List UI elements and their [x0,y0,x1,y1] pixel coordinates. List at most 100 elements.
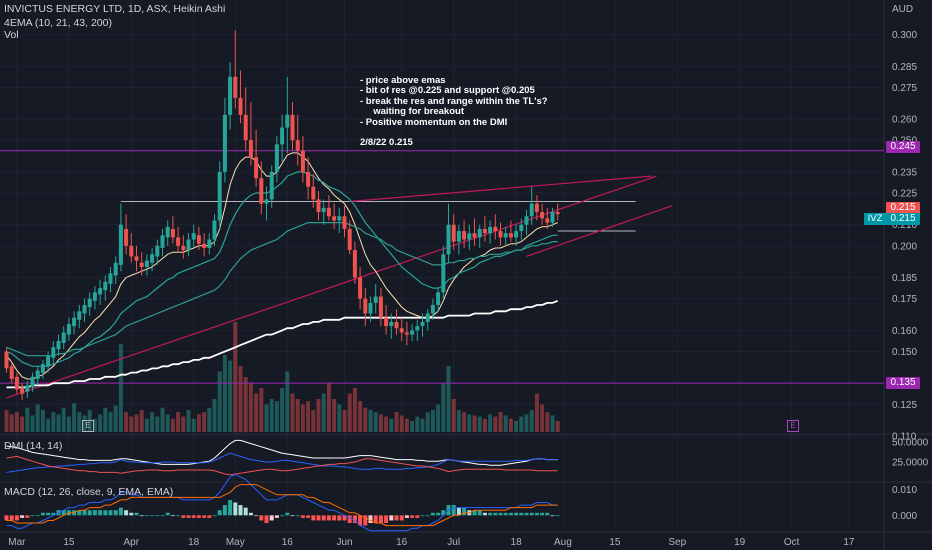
ema-indicator-label[interactable]: 4EMA (10, 21, 43, 200) [4,17,112,29]
volume-bar [399,415,404,432]
volume-bar [550,415,555,432]
macd-hist-bar [300,515,305,518]
macd-hist-bar [482,512,487,516]
macd-hist-bar [150,515,155,517]
candle-body [98,288,103,295]
volume-bar [248,382,253,432]
volume-bar [77,412,82,432]
candle-body [280,127,285,145]
macd-hist-bar [311,515,316,521]
candle-body [430,305,435,314]
macd-hist-bar [46,512,51,516]
candle-body [259,178,264,204]
candle-body [181,245,186,251]
macd-hist-bar [456,507,461,516]
macd-hist-bar [248,512,253,516]
volume-bar [337,404,342,432]
candle-body [404,332,409,335]
macd-hist-bar [410,515,415,518]
candle-body [66,324,71,335]
macd-hist-bar [555,515,560,517]
price-tick-label: 0.160 [892,326,917,337]
macd-hist-bar [92,510,97,516]
volume-bar [430,410,435,432]
volume-bar [61,407,66,432]
volume-bar [555,421,560,432]
volume-bar [46,418,51,432]
candle-body [56,340,61,350]
macd-hist-bar [545,512,550,516]
macd-hist-bar [9,515,14,521]
volume-bar [347,393,352,432]
candle-body [321,207,326,213]
volume-bar [233,322,238,432]
macd-hist-bar [82,510,87,516]
volume-bar [436,404,441,432]
volume-bar [524,414,529,432]
macd-hist-bar [61,510,66,516]
price-tick-label: 0.200 [892,241,917,252]
candle-body [436,292,441,306]
volume-bar [467,414,472,432]
candle-body [519,224,524,232]
ema-line-ema21 [6,171,558,367]
volume-bar [264,404,269,432]
candle-body [373,296,378,303]
candle-body [415,326,420,331]
macd-hist-bar [373,515,378,524]
volume-indicator-label[interactable]: Vol [4,29,19,41]
earnings-marker-future-icon[interactable]: E [787,420,799,432]
volume-bar [66,416,71,432]
volume-bar [404,418,409,432]
volume-bar [358,401,363,432]
candle-body [290,114,295,141]
volume-bar [165,414,170,432]
volume-bar [155,416,160,432]
volume-bar [493,416,498,432]
macd-hist-bar [118,507,123,516]
candle-body [368,302,373,314]
macd-hist-bar [176,515,181,517]
currency-label: AUD [892,4,914,15]
volume-bar [144,418,149,432]
candle-body [243,114,248,141]
candle-body [410,330,415,335]
macd-hist-bar [129,512,134,516]
time-tick-label: 16 [396,537,408,548]
volume-bar [352,388,357,432]
candle-body [337,216,342,221]
candle-body [82,305,87,314]
candle-body [170,228,175,238]
volume-bar [217,371,222,432]
price-tick-label: 0.275 [892,83,917,94]
price-tick-label: 0.300 [892,30,917,41]
candle-body [493,226,498,232]
candle-body [529,203,534,217]
dmi-indicator-label[interactable]: DMI (14, 14) [4,440,63,452]
volume-bar [488,414,493,432]
chart-title: INVICTUS ENERGY LTD, 1D, ASX, Heikin Ash… [4,3,226,15]
time-tick-label: Aug [554,537,572,548]
ema-line-ema200 [6,299,559,389]
macd-hist-bar [368,515,373,524]
volume-bar [378,414,383,432]
earnings-marker-icon[interactable]: E [82,420,94,432]
volume-bar [290,393,295,432]
candle-body [113,262,118,276]
macd-hist-bar [124,510,129,516]
candle-body [238,97,243,115]
candle-body [61,332,66,344]
macd-hist-bar [191,515,196,518]
macd-hist-bar [529,512,534,516]
hline-tag-135: 0.135 [886,377,920,389]
volume-bar [514,421,519,432]
volume-bar [363,407,368,432]
volume-bar [269,399,274,432]
volume-bar [82,415,87,432]
macd-indicator-label[interactable]: MACD (12, 26, close, 9, EMA, EMA) [4,486,174,498]
time-tick-label: Mar [8,537,26,548]
annotation-note[interactable]: - price above emas - bit of res @0.225 a… [360,75,548,149]
candle-body [186,239,191,251]
macd-hist-bar [363,515,368,526]
